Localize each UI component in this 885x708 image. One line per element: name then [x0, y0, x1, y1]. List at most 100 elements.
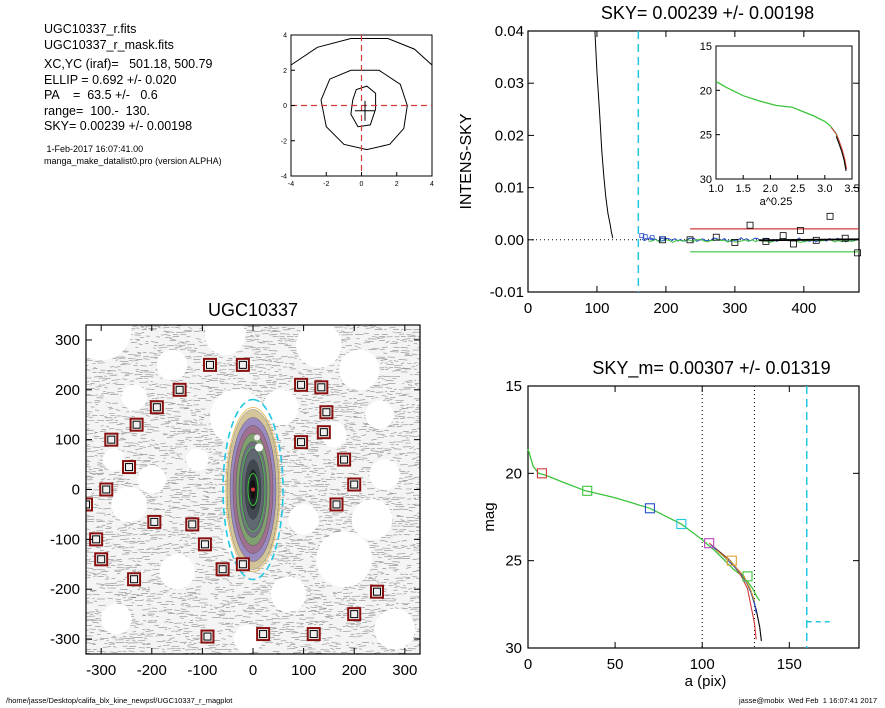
image-xtick-label: 0 — [249, 662, 257, 679]
sky-frame — [527, 30, 860, 293]
contour-xtick-label: -2 — [323, 181, 329, 188]
inset-xtick-label: 1.5 — [736, 183, 751, 195]
sky-ytick-label: 0.00 — [495, 232, 524, 249]
star-mask-square — [197, 537, 212, 552]
galaxy-inner-ring — [247, 473, 259, 506]
sky-noise-green — [648, 238, 856, 243]
mag-ylabel: mag — [481, 502, 498, 531]
mag-ytick-label: 30 — [505, 640, 522, 657]
contour-ytick-label: -4 — [281, 174, 287, 181]
star-mask-inner — [102, 485, 111, 494]
mag-marker — [644, 503, 655, 514]
mag-marker — [742, 571, 753, 582]
star-mask-inner — [152, 403, 161, 412]
masked-region — [351, 499, 393, 540]
inset-frame — [715, 45, 853, 180]
mag-marker — [582, 485, 593, 496]
mag-ytick-label: 25 — [505, 553, 522, 570]
sky-xtick-label: 0 — [524, 300, 532, 317]
image-ytick-label: 100 — [55, 432, 80, 449]
star-mask-inner — [150, 517, 159, 526]
star-mask-inner — [319, 428, 328, 437]
star-mask-inner — [218, 565, 227, 574]
star-mask-inner — [372, 587, 381, 596]
star-mask-inner — [203, 632, 212, 641]
masked-region — [316, 531, 372, 588]
star-mask-inner — [297, 380, 306, 389]
param-sky: SKY= 0.00239 +/- 0.00198 — [44, 119, 193, 133]
star-mask-inner — [86, 500, 90, 509]
star-mask-square — [127, 572, 142, 587]
star-mask-square — [202, 357, 217, 372]
masked-region — [186, 448, 209, 471]
image-xtick-label: 200 — [342, 662, 367, 679]
mag-xtick-label: 0 — [524, 656, 532, 673]
contour-line-0 — [350, 85, 377, 128]
inset-curve-red — [830, 127, 848, 170]
sky-box-point — [812, 236, 820, 244]
image-ytick-label: -100 — [50, 531, 80, 548]
mag-ytick-label: 20 — [505, 465, 522, 482]
program-name: manga_make_datalist0.pro (version ALPHA) — [44, 155, 222, 166]
sky-box-point — [731, 239, 739, 246]
header-info: UGC10337_r.fits UGC10337_r_mask.fits XC,… — [44, 22, 222, 167]
inset-xtick-label: 1.0 — [708, 183, 723, 195]
star-mask-square — [294, 377, 309, 392]
star-mask-square — [235, 557, 250, 572]
mag-ytick-label: 15 — [505, 378, 522, 395]
masked-region — [159, 554, 195, 590]
star-mask-inner — [317, 383, 326, 392]
star-mask-square — [172, 382, 187, 397]
star-mask-square — [347, 477, 362, 492]
contour-xtick-label: 4 — [430, 181, 434, 188]
masked-region — [288, 504, 319, 535]
masked-region — [137, 465, 166, 494]
date-stamp: 1-Feb-2017 16:07:41.00 — [44, 143, 144, 154]
star-mask-square — [99, 482, 114, 497]
star-mask-inner — [332, 500, 341, 509]
sky-box-point — [841, 234, 849, 242]
image-ytick-label: 200 — [55, 382, 80, 399]
sky-box-point — [854, 249, 862, 257]
masked-region — [270, 576, 307, 612]
sky-blue-point — [649, 235, 655, 241]
star-mask-inner — [130, 575, 139, 584]
star-mask-inner — [205, 360, 214, 369]
mag-frame — [527, 385, 860, 649]
star-mask-inner — [259, 630, 268, 639]
sky-profile-line — [594, 30, 614, 239]
masked-region — [365, 400, 394, 429]
star-mask-inner — [309, 630, 318, 639]
masked-region — [156, 349, 188, 381]
star-mask-inner — [97, 555, 106, 564]
star-mask-inner — [322, 408, 331, 417]
star-mask-square — [200, 629, 215, 644]
sky-box-point — [712, 233, 720, 241]
inset-xtick-label: 3.0 — [817, 183, 832, 195]
contour-line-1 — [320, 69, 408, 151]
galaxy-mid-ring — [240, 447, 266, 532]
sky-box-point — [746, 221, 754, 229]
mag-tail-orange — [715, 549, 756, 601]
inset-ytick-label: 15 — [700, 41, 712, 53]
image-ytick-label: 300 — [55, 332, 80, 349]
file-name: UGC10337_r.fits — [44, 22, 137, 36]
star-mask-square — [147, 514, 162, 529]
star-mask-inner — [238, 360, 247, 369]
star-mask-inner — [297, 438, 306, 447]
contour-xtick-label: 0 — [360, 181, 364, 188]
mag-tail-red — [708, 542, 757, 640]
star-mask-square — [256, 627, 271, 642]
galaxy-body — [222, 398, 284, 581]
contour-ytick-label: -2 — [281, 138, 287, 145]
mask-file-name: UGC10337_r_mask.fits — [44, 37, 174, 52]
sky-blue-point — [660, 236, 665, 242]
contour-line-2 — [290, 38, 433, 66]
contour-ytick-label: 2 — [283, 68, 287, 75]
star-mask-square — [185, 517, 200, 532]
star-mask-square — [149, 400, 164, 415]
star-mask-inner — [200, 540, 209, 549]
star-mask-inner — [175, 385, 184, 394]
param-ellip: ELLIP = 0.692 +/- 0.020 — [44, 72, 177, 87]
